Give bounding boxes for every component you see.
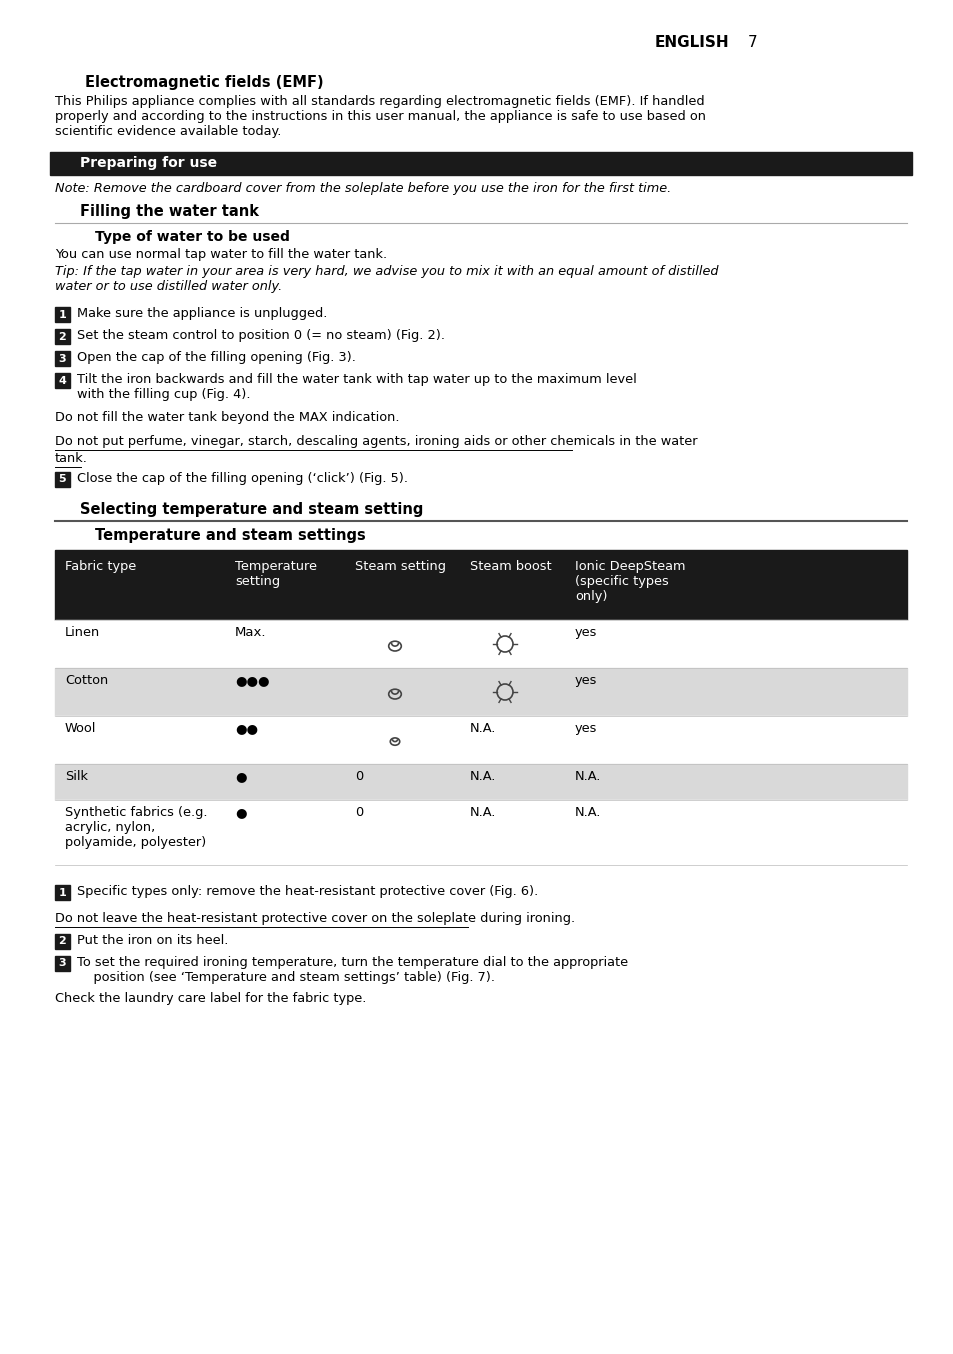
Bar (55, 716, 906, 764)
Text: Do not put perfume, vinegar, starch, descaling agents, ironing aids or other che: Do not put perfume, vinegar, starch, des… (55, 435, 697, 448)
Bar (55, 764, 906, 800)
Text: 2: 2 (58, 937, 67, 946)
Text: N.A.: N.A. (575, 806, 600, 819)
Text: To set the required ironing temperature, turn the temperature dial to the approp: To set the required ironing temperature,… (77, 956, 627, 984)
Bar (55, 372, 70, 389)
Text: Filling the water tank: Filling the water tank (80, 204, 258, 219)
Bar (55, 668, 906, 716)
Text: N.A.: N.A. (575, 770, 600, 783)
Text: This Philips appliance complies with all standards regarding electromagnetic fie: This Philips appliance complies with all… (55, 95, 705, 138)
Text: ●●●: ●●● (234, 674, 269, 686)
Text: ENGLISH: ENGLISH (655, 35, 729, 50)
Text: Temperature and steam settings: Temperature and steam settings (95, 528, 365, 543)
Bar (55, 351, 70, 366)
Text: Selecting temperature and steam setting: Selecting temperature and steam setting (80, 502, 423, 517)
Text: Preparing for use: Preparing for use (80, 156, 217, 171)
Text: Temperature
setting: Temperature setting (234, 561, 316, 588)
Text: Synthetic fabrics (e.g.
acrylic, nylon,
polyamide, polyester): Synthetic fabrics (e.g. acrylic, nylon, … (65, 806, 208, 849)
Text: Tip: If the tap water in your area is very hard, we advise you to mix it with an: Tip: If the tap water in your area is ve… (55, 265, 718, 292)
Text: 4: 4 (58, 375, 67, 386)
Text: ●: ● (234, 770, 246, 783)
Text: Specific types only: remove the heat-resistant protective cover (Fig. 6).: Specific types only: remove the heat-res… (77, 886, 537, 898)
Text: You can use normal tap water to fill the water tank.: You can use normal tap water to fill the… (55, 248, 387, 261)
Text: ●: ● (234, 806, 246, 819)
Text: Steam setting: Steam setting (355, 561, 446, 573)
Text: yes: yes (575, 626, 597, 639)
Text: 3: 3 (59, 353, 67, 363)
Text: Do not leave the heat-resistant protective cover on the soleplate during ironing: Do not leave the heat-resistant protecti… (55, 913, 575, 925)
Text: Make sure the appliance is unplugged.: Make sure the appliance is unplugged. (77, 307, 327, 320)
Text: Ionic DeepSteam
(specific types
only): Ionic DeepSteam (specific types only) (575, 561, 685, 603)
Text: 0: 0 (355, 770, 363, 783)
Text: Linen: Linen (65, 626, 100, 639)
Bar (55, 550, 906, 620)
Bar (55, 307, 70, 322)
Text: Do not fill the water tank beyond the MAX indication.: Do not fill the water tank beyond the MA… (55, 412, 399, 424)
Text: N.A.: N.A. (470, 722, 496, 735)
Text: Steam boost: Steam boost (470, 561, 551, 573)
Text: Set the steam control to position 0 (= no steam) (Fig. 2).: Set the steam control to position 0 (= n… (77, 329, 444, 343)
Text: Max.: Max. (234, 626, 266, 639)
Text: Put the iron on its heel.: Put the iron on its heel. (77, 934, 228, 946)
Text: tank.: tank. (55, 452, 88, 464)
Text: yes: yes (575, 674, 597, 686)
Text: Note: Remove the cardboard cover from the soleplate before you use the iron for : Note: Remove the cardboard cover from th… (55, 181, 671, 195)
Text: 1: 1 (58, 310, 67, 320)
Bar (55, 473, 70, 487)
Text: ●●: ●● (234, 722, 257, 735)
Text: Fabric type: Fabric type (65, 561, 136, 573)
Text: Silk: Silk (65, 770, 88, 783)
Bar (55, 886, 70, 900)
Text: Type of water to be used: Type of water to be used (95, 230, 290, 244)
Text: Electromagnetic fields (EMF): Electromagnetic fields (EMF) (85, 74, 323, 89)
Text: Cotton: Cotton (65, 674, 108, 686)
Text: 0: 0 (355, 806, 363, 819)
Text: Open the cap of the filling opening (Fig. 3).: Open the cap of the filling opening (Fig… (77, 351, 355, 364)
Text: Check the laundry care label for the fabric type.: Check the laundry care label for the fab… (55, 992, 366, 1005)
Text: 1: 1 (58, 887, 67, 898)
Bar (50, 152, 911, 175)
Text: N.A.: N.A. (470, 770, 496, 783)
Text: N.A.: N.A. (470, 806, 496, 819)
Text: 2: 2 (58, 332, 67, 341)
Text: 5: 5 (59, 474, 67, 485)
Bar (55, 800, 906, 865)
Text: Tilt the iron backwards and fill the water tank with tap water up to the maximum: Tilt the iron backwards and fill the wat… (77, 372, 636, 401)
Bar (55, 329, 70, 344)
Text: 3: 3 (59, 959, 67, 968)
Text: yes: yes (575, 722, 597, 735)
Text: Close the cap of the filling opening (‘click’) (Fig. 5).: Close the cap of the filling opening (‘c… (77, 473, 408, 485)
Bar (55, 934, 70, 949)
Text: Wool: Wool (65, 722, 96, 735)
Bar (55, 620, 906, 668)
Text: 7: 7 (747, 35, 757, 50)
Bar (55, 956, 70, 971)
